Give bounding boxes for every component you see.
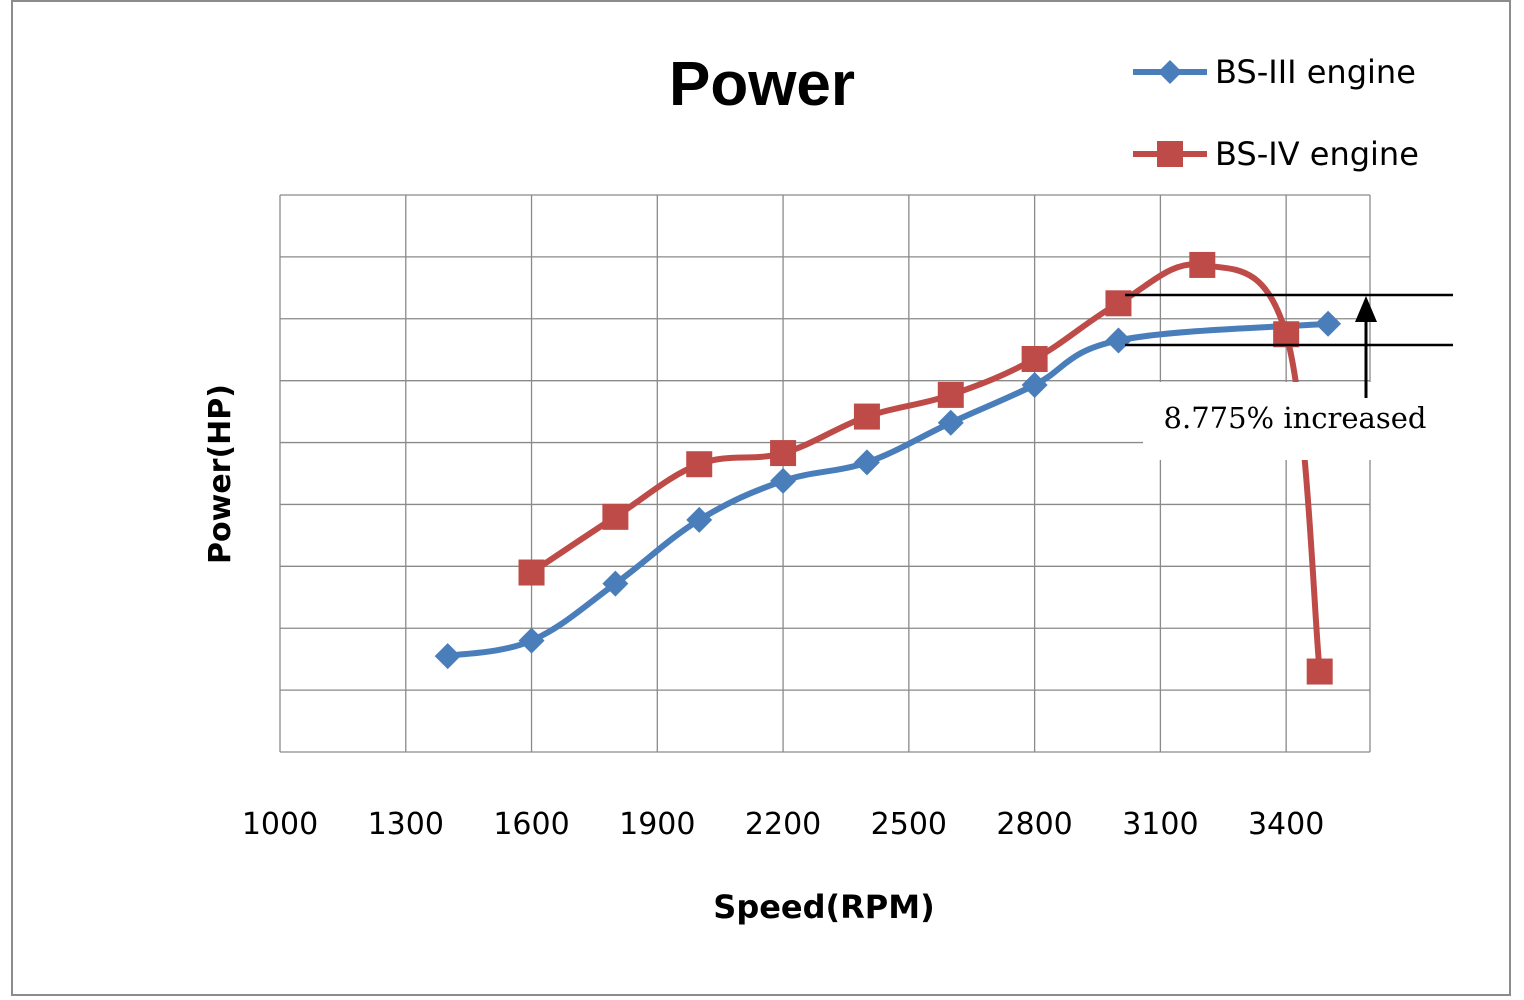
data-point	[1306, 658, 1333, 685]
legend-label-bs3: BS-III engine	[1215, 53, 1416, 91]
x-tick-label: 2500	[871, 807, 947, 842]
data-point	[770, 467, 797, 494]
legend-label-bs4: BS-IV engine	[1215, 135, 1419, 173]
x-tick-label: 2200	[745, 807, 821, 842]
legend-item-bs4: BS-IV engine	[1133, 135, 1419, 173]
data-point	[1021, 371, 1048, 398]
x-tick-labels: 1000 1300 1600 1900 2200 2500 2800 3100 3400	[242, 807, 1325, 842]
x-tick-label: 3100	[1122, 807, 1198, 842]
data-point	[1315, 310, 1342, 337]
data-point	[937, 381, 964, 408]
data-point	[770, 440, 797, 467]
data-point	[686, 451, 713, 478]
data-point	[853, 403, 880, 430]
series-bs3	[434, 310, 1342, 670]
data-point	[1021, 346, 1048, 373]
y-axis-label: Power(HP)	[203, 384, 238, 564]
data-point	[518, 627, 545, 654]
data-point	[602, 570, 629, 597]
series-layer	[434, 251, 1342, 685]
series-line	[447, 320, 1329, 660]
x-tick-label: 1300	[368, 807, 444, 842]
data-point	[853, 449, 880, 476]
series-line	[529, 261, 1323, 672]
arrow-up-icon	[1355, 296, 1377, 322]
x-tick-label: 1900	[619, 807, 695, 842]
chart-frame	[11, 0, 1511, 996]
data-point	[518, 559, 545, 586]
square-icon	[1157, 141, 1183, 167]
data-point	[937, 409, 964, 436]
legend: BS-III engine BS-IV engine	[1133, 53, 1419, 173]
x-tick-label: 3400	[1248, 807, 1324, 842]
diamond-icon	[1158, 60, 1182, 84]
data-point	[1189, 251, 1216, 278]
data-point	[1105, 327, 1132, 354]
series-bs4	[518, 251, 1333, 685]
annotation-label: 8.775% increased	[1164, 401, 1427, 435]
data-point	[602, 503, 629, 530]
x-axis-label: Speed(RPM)	[713, 888, 934, 926]
annotation-box	[1143, 382, 1433, 460]
x-tick-label: 1600	[493, 807, 569, 842]
x-tick-label: 2800	[996, 807, 1072, 842]
annotation: 8.775% increased	[1125, 293, 1453, 460]
x-tick-label: 1000	[242, 807, 318, 842]
data-point	[1273, 321, 1300, 348]
data-point	[434, 643, 461, 670]
chart-title: Power	[669, 50, 855, 119]
data-point	[686, 506, 713, 533]
legend-item-bs3: BS-III engine	[1133, 53, 1416, 91]
